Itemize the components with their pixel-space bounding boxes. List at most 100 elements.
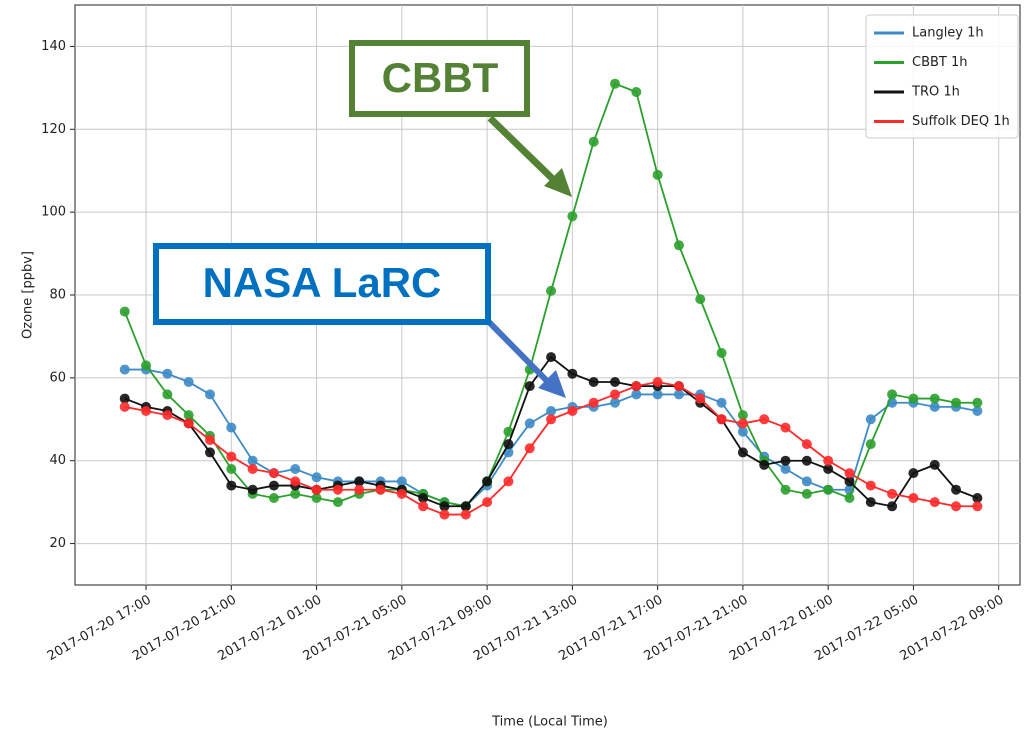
data-point	[162, 368, 173, 379]
data-point	[268, 493, 279, 503]
y-tick-label: 80	[49, 288, 66, 303]
data-point	[951, 501, 962, 512]
data-point	[226, 480, 237, 491]
data-point	[780, 455, 791, 466]
legend: Langley 1h CBBT 1h TRO 1h Suffolk DEQ 1h	[865, 14, 1019, 139]
y-tick-label: 120	[41, 122, 66, 137]
data-point	[673, 389, 684, 400]
data-point	[652, 389, 663, 400]
data-point	[737, 447, 748, 458]
data-point	[524, 443, 535, 454]
data-point	[247, 464, 258, 474]
data-point	[972, 397, 983, 408]
y-axis-label: Ozone [ppbv]	[21, 251, 36, 339]
data-point	[268, 480, 279, 491]
data-point	[631, 389, 642, 400]
data-point	[546, 414, 557, 425]
data-point	[610, 377, 620, 387]
y-tick-label: 100	[41, 205, 66, 220]
annotation-text: CBBT	[382, 54, 499, 101]
data-point	[652, 377, 663, 387]
data-point	[524, 381, 535, 392]
data-point	[695, 393, 706, 404]
data-point	[887, 389, 898, 400]
data-point	[908, 393, 919, 404]
data-point	[844, 468, 855, 479]
data-point	[588, 136, 599, 147]
arrow-shaft	[482, 315, 555, 389]
data-point	[844, 493, 855, 503]
data-point	[759, 459, 770, 470]
data-point	[588, 377, 599, 387]
data-point	[929, 393, 940, 404]
data-point	[780, 464, 791, 474]
series-lines	[119, 78, 983, 520]
data-point	[865, 480, 876, 491]
data-point	[290, 464, 301, 474]
annotation-cbbt: CBBT	[349, 40, 572, 197]
data-point	[141, 360, 152, 371]
data-point	[311, 493, 322, 503]
data-point	[865, 497, 876, 508]
data-point	[183, 410, 194, 421]
data-point	[546, 285, 557, 296]
data-point	[844, 476, 855, 487]
arrow-head	[538, 370, 566, 398]
data-point	[418, 501, 429, 512]
arrow-head	[544, 168, 572, 197]
data-point	[247, 484, 258, 495]
data-point	[183, 418, 194, 429]
data-point	[887, 488, 898, 499]
data-point	[375, 484, 386, 495]
data-point	[205, 447, 215, 458]
data-point	[396, 488, 407, 499]
annotation-text: NASA LaRC	[203, 259, 442, 306]
y-tick-label: 20	[49, 536, 66, 551]
annotation-box	[153, 243, 491, 325]
data-point	[951, 484, 962, 495]
data-point	[801, 455, 812, 466]
data-point	[631, 87, 642, 97]
data-point	[737, 410, 748, 421]
annotation-nasa: NASA LaRC	[153, 243, 566, 398]
data-point	[908, 493, 919, 503]
data-point	[546, 352, 557, 363]
data-point	[695, 294, 706, 305]
data-point	[588, 397, 599, 408]
y-tick-label: 60	[49, 370, 66, 385]
data-point	[503, 476, 514, 487]
annotation-box	[349, 40, 530, 117]
data-point	[737, 418, 748, 429]
data-point	[865, 414, 876, 425]
data-point	[801, 488, 812, 499]
data-point	[610, 78, 620, 89]
data-point	[865, 439, 876, 450]
arrow-shaft	[487, 115, 563, 189]
data-point	[610, 397, 620, 408]
data-point	[162, 389, 173, 400]
data-point	[801, 439, 812, 450]
data-point	[482, 476, 493, 487]
data-point	[567, 211, 578, 222]
y-tick-label: 40	[49, 453, 66, 468]
data-point	[972, 406, 983, 416]
data-point	[631, 381, 642, 392]
data-point	[205, 389, 215, 400]
legend-label: CBBT 1h	[912, 55, 968, 70]
data-point	[567, 368, 578, 379]
data-point	[716, 348, 727, 358]
data-point	[972, 493, 983, 503]
data-point	[226, 464, 237, 474]
data-point	[183, 377, 194, 387]
data-point	[119, 306, 130, 317]
data-point	[567, 406, 578, 416]
data-point	[823, 484, 834, 495]
data-point	[652, 169, 663, 180]
data-point	[354, 484, 365, 495]
data-point	[396, 476, 407, 487]
data-point	[119, 364, 130, 375]
data-point	[972, 501, 983, 512]
data-point	[780, 422, 791, 433]
data-point	[226, 451, 237, 462]
